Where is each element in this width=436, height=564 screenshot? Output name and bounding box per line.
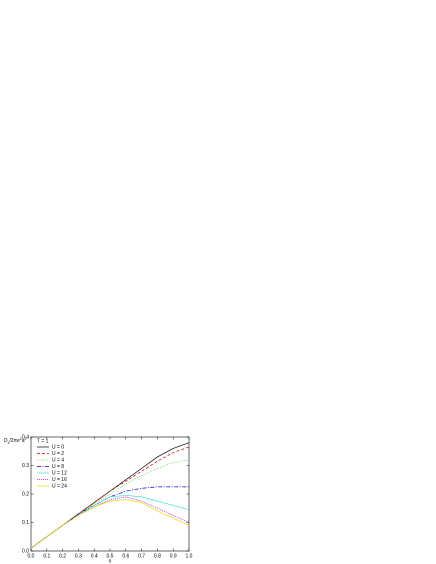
series-line	[30, 459, 190, 549]
legend-label: U = 0	[52, 444, 64, 450]
y-tick-label: 0.3	[22, 463, 29, 469]
legend-label: U = 12	[52, 470, 67, 476]
y-tick-label: 0.0	[22, 548, 29, 554]
x-tick-label: 0.8	[154, 553, 161, 559]
x-tick-label: 0.9	[170, 553, 177, 559]
y-tick-label: 0.4	[22, 434, 29, 440]
x-tick-label: 0.5	[107, 553, 114, 559]
series-line	[30, 499, 190, 549]
y-axis-label-part: x	[8, 441, 10, 445]
x-tick-label: 0.7	[138, 553, 145, 559]
x-tick-label: 0.3	[75, 553, 82, 559]
legend-label: U = 2	[52, 451, 64, 457]
x-tick-label: 1.0	[186, 553, 193, 559]
y-axis-label-part: 2	[20, 437, 22, 441]
y-axis-label-part: a	[22, 438, 25, 444]
legend-title: T = 1	[37, 438, 49, 444]
series-line	[30, 496, 190, 549]
series-line	[30, 486, 189, 549]
y-tick-label: 0.1	[22, 520, 29, 526]
y-tick-label: 0.2	[22, 491, 29, 497]
legend-label: U = 24	[52, 483, 67, 489]
y-axis-label-part: 2	[25, 437, 27, 441]
y-axis-label-part: D	[4, 438, 8, 444]
x-tick-label: 0.0	[28, 553, 35, 559]
x-tick-label: 0.2	[59, 553, 66, 559]
x-axis-label: n	[109, 558, 112, 564]
x-tick-label: 0.6	[122, 553, 129, 559]
series-line	[30, 495, 190, 549]
legend-label: U = 4	[52, 457, 64, 463]
y-axis-label-part: /2πe	[9, 438, 20, 444]
x-tick-label: 0.4	[91, 553, 98, 559]
y-axis-label: Dx/2πe2a2	[4, 437, 27, 445]
x-tick-label: 0.1	[43, 553, 50, 559]
legend-label: U = 8	[52, 464, 64, 470]
legend-label: U = 16	[52, 477, 67, 483]
